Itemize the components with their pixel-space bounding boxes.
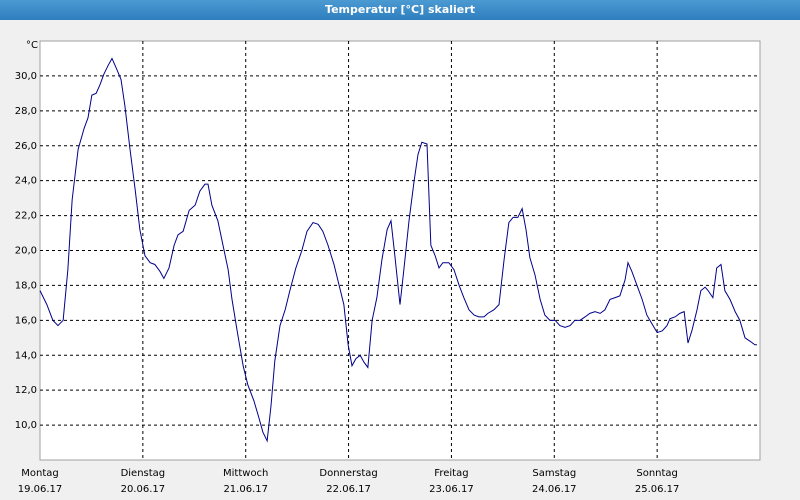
x-tick-label: Freitag — [434, 468, 468, 479]
x-tick-label: Sonntag — [636, 468, 678, 479]
x-tick-date: 21.06.17 — [223, 484, 268, 495]
y-unit: °C — [26, 40, 38, 51]
y-tick-label: 18,0 — [15, 280, 37, 291]
x-tick-label: Donnerstag — [319, 468, 377, 479]
x-tick-date: 22.06.17 — [326, 484, 371, 495]
y-tick-label: 30,0 — [15, 71, 37, 82]
x-tick-date: 23.06.17 — [429, 484, 474, 495]
x-tick-date: 20.06.17 — [121, 484, 166, 495]
y-tick-label: 22,0 — [15, 211, 37, 222]
y-tick-label: 24,0 — [15, 176, 37, 187]
x-tick-date: 24.06.17 — [532, 484, 577, 495]
x-tick-label: Samstag — [532, 468, 576, 479]
y-tick-label: 26,0 — [15, 141, 37, 152]
chart-title: Temperatur [°C] skaliert — [325, 3, 475, 16]
x-tick-date: 25.06.17 — [635, 484, 680, 495]
title-bar — [0, 0, 800, 20]
x-tick-label: Montag — [21, 468, 58, 479]
y-tick-label: 20,0 — [15, 246, 37, 257]
y-tick-label: 10,0 — [15, 420, 37, 431]
y-tick-label: 16,0 — [15, 315, 37, 326]
y-tick-label: 14,0 — [15, 350, 37, 361]
x-tick-date: 19.06.17 — [18, 484, 63, 495]
y-tick-label: 12,0 — [15, 385, 37, 396]
x-tick-label: Dienstag — [121, 468, 166, 479]
y-tick-label: 28,0 — [15, 106, 37, 117]
x-tick-label: Mittwoch — [223, 468, 268, 479]
line — [39, 57, 757, 443]
